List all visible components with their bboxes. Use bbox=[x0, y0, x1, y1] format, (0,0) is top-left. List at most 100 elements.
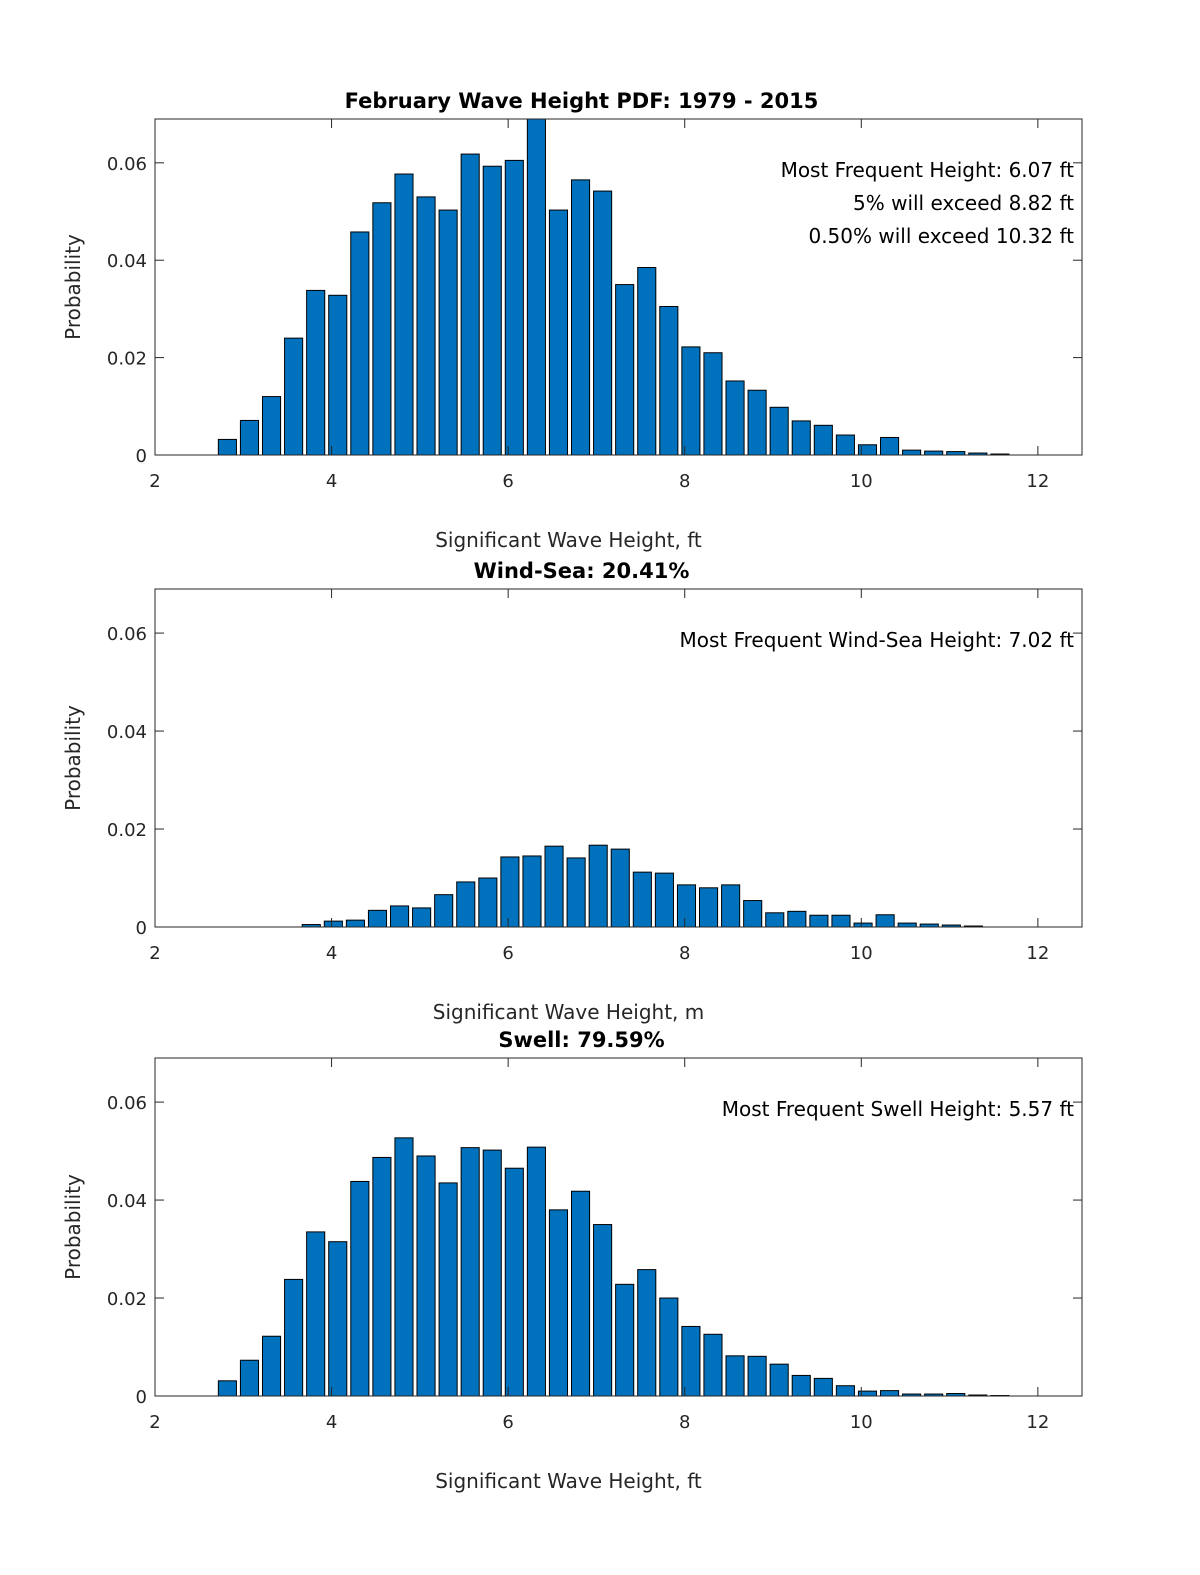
bar bbox=[261, 396, 282, 456]
y-tick-label: 0.02 bbox=[107, 1289, 147, 1310]
bar bbox=[416, 1155, 436, 1397]
bar bbox=[703, 1333, 723, 1397]
bar bbox=[659, 305, 679, 456]
annotation-text: Most Frequent Swell Height: 5.57 ft bbox=[722, 1097, 1074, 1121]
axes-box bbox=[154, 118, 1083, 456]
bar bbox=[897, 922, 917, 928]
bar bbox=[615, 284, 635, 456]
y-tick-label: 0 bbox=[136, 446, 147, 467]
bar bbox=[261, 1335, 282, 1397]
bar bbox=[747, 389, 767, 456]
annotation-text: 0.50% will exceed 10.32 ft bbox=[808, 224, 1074, 248]
bar bbox=[654, 872, 674, 928]
y-tick-label: 0.06 bbox=[107, 1093, 147, 1114]
x-tick-label: 10 bbox=[850, 943, 873, 964]
chart-panel-1: 2 4 6 8 10 12 0 0.02 0.04 0.06 February Wave Heigh… bbox=[61, 89, 1083, 552]
bar bbox=[570, 1190, 591, 1397]
bar bbox=[791, 1374, 811, 1397]
bar bbox=[743, 900, 763, 928]
axes-box bbox=[154, 588, 1083, 928]
bar bbox=[681, 1325, 701, 1397]
bar bbox=[853, 922, 873, 928]
annotation-text: Most Frequent Wind-Sea Height: 7.02 ft bbox=[679, 628, 1074, 652]
x-tick-label: 12 bbox=[1026, 943, 1049, 964]
chart-title: Wind-Sea: 20.41% bbox=[474, 559, 690, 583]
bar bbox=[902, 449, 922, 456]
bar bbox=[725, 380, 745, 456]
y-axis-label: Probability bbox=[61, 705, 85, 811]
bar bbox=[394, 1137, 414, 1397]
x-tick-label: 6 bbox=[502, 471, 513, 492]
x-tick-label: 8 bbox=[679, 471, 690, 492]
bar bbox=[588, 844, 608, 928]
bar bbox=[831, 914, 851, 928]
bar bbox=[769, 406, 789, 456]
bar bbox=[632, 871, 652, 928]
bar bbox=[217, 438, 237, 456]
y-tick-label: 0.02 bbox=[107, 820, 147, 841]
bar bbox=[460, 1147, 480, 1397]
y-tick-label: 0.02 bbox=[107, 349, 147, 370]
bar bbox=[412, 907, 432, 928]
bar bbox=[924, 450, 944, 456]
bar bbox=[434, 894, 454, 928]
bar bbox=[284, 1278, 304, 1397]
bar bbox=[699, 887, 719, 928]
bar bbox=[946, 451, 966, 456]
bar bbox=[570, 179, 591, 456]
x-axis-label: Significant Wave Height, ft bbox=[435, 1469, 702, 1493]
chart-title: February Wave Height PDF: 1979 - 2015 bbox=[345, 89, 819, 113]
bar bbox=[460, 153, 480, 456]
bar bbox=[526, 118, 546, 456]
bar bbox=[345, 919, 365, 928]
bar bbox=[676, 884, 697, 928]
y-tick-label: 0.04 bbox=[107, 251, 147, 272]
x-axis-label: Significant Wave Height, ft bbox=[435, 528, 702, 552]
x-tick-label: 10 bbox=[850, 1412, 873, 1433]
x-tick-label: 8 bbox=[679, 943, 690, 964]
bar bbox=[239, 1359, 260, 1397]
x-tick-label: 2 bbox=[149, 1412, 160, 1433]
bar bbox=[703, 352, 723, 456]
bar bbox=[416, 196, 436, 456]
bar bbox=[765, 912, 785, 928]
axes-box bbox=[154, 1057, 1083, 1397]
bar bbox=[438, 1182, 458, 1397]
bar bbox=[835, 1385, 855, 1397]
bar bbox=[548, 1209, 569, 1397]
x-tick-label: 4 bbox=[326, 943, 337, 964]
bar bbox=[217, 1380, 237, 1397]
bar bbox=[566, 857, 586, 928]
bar bbox=[526, 1146, 546, 1397]
y-axis-label: Probability bbox=[61, 1174, 85, 1280]
bar bbox=[522, 855, 542, 928]
x-tick-label: 12 bbox=[1026, 471, 1049, 492]
bar bbox=[500, 856, 520, 928]
y-tick-label: 0.04 bbox=[107, 1191, 147, 1212]
bar bbox=[504, 159, 524, 456]
bar bbox=[615, 1283, 635, 1397]
x-tick-label: 8 bbox=[679, 1412, 690, 1433]
bar bbox=[367, 909, 388, 928]
bar bbox=[721, 884, 741, 928]
y-tick-label: 0.04 bbox=[107, 722, 147, 743]
chart-title: Swell: 79.59% bbox=[498, 1028, 664, 1052]
bar bbox=[328, 1241, 348, 1397]
bar bbox=[787, 910, 807, 928]
bar bbox=[482, 1149, 502, 1397]
bar bbox=[637, 1269, 657, 1397]
bar bbox=[548, 209, 569, 456]
bar bbox=[394, 173, 414, 456]
bar bbox=[284, 337, 304, 456]
annotation-text: 5% will exceed 8.82 ft bbox=[853, 191, 1074, 215]
y-tick-label: 0.06 bbox=[107, 154, 147, 175]
bar bbox=[306, 1231, 326, 1397]
y-tick-label: 0 bbox=[136, 918, 147, 939]
x-tick-label: 10 bbox=[850, 471, 873, 492]
x-tick-label: 6 bbox=[502, 1412, 513, 1433]
bar bbox=[879, 436, 900, 456]
bar bbox=[637, 267, 657, 456]
bar bbox=[456, 881, 476, 928]
bar bbox=[835, 434, 855, 456]
